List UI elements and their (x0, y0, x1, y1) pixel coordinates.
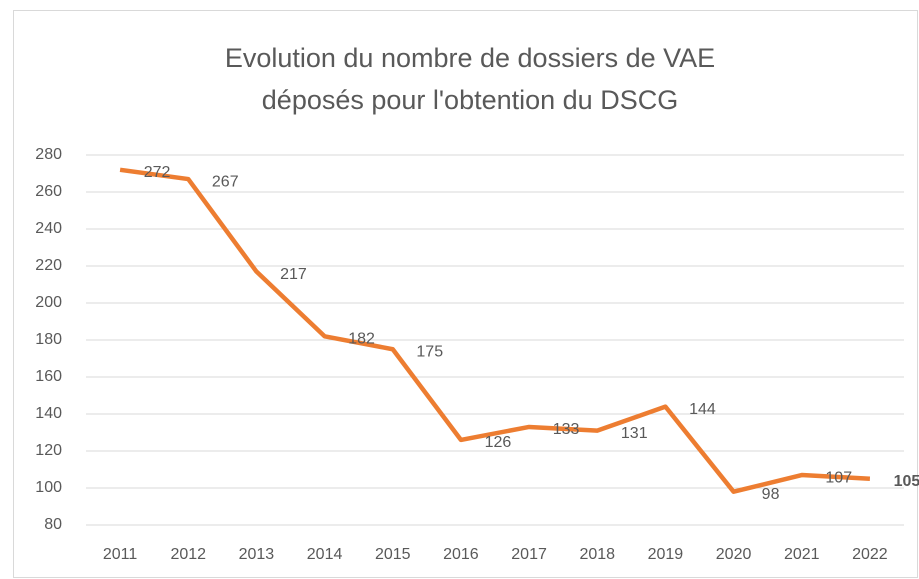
data-label: 182 (348, 331, 375, 348)
data-label: 133 (553, 421, 580, 438)
x-tick-label: 2012 (170, 546, 206, 563)
y-tick-label: 280 (35, 146, 62, 163)
line-series (119, 167, 871, 494)
y-tick-label: 160 (35, 368, 62, 385)
data-label: 105 (894, 473, 919, 490)
x-tick-label: 2019 (648, 546, 684, 563)
y-tick-label: 80 (44, 516, 62, 533)
y-tick-label: 260 (35, 183, 62, 200)
data-label: 107 (825, 469, 852, 486)
y-tick-label: 140 (35, 405, 62, 422)
data-label: 175 (416, 343, 443, 360)
data-label: 131 (621, 425, 648, 442)
y-tick-label: 120 (35, 442, 62, 459)
x-tick-label: 2021 (784, 546, 820, 563)
x-tick-label: 2011 (103, 546, 138, 563)
x-tick-label: 2013 (239, 546, 275, 563)
y-tick-label: 220 (35, 257, 62, 274)
y-tick-label: 200 (35, 294, 62, 311)
x-tick-label: 2015 (375, 546, 411, 563)
x-tick-label: 2017 (511, 546, 547, 563)
chart-title: Evolution du nombre de dossiers de VAE (225, 43, 715, 73)
data-label: 144 (689, 401, 716, 418)
y-tick-label: 180 (35, 331, 62, 348)
x-tick-label: 2022 (852, 546, 888, 563)
x-tick-label: 2014 (307, 546, 343, 563)
x-tick-label: 2016 (443, 546, 479, 563)
x-tick-label: 2020 (716, 546, 752, 563)
y-tick-label: 100 (35, 479, 62, 496)
data-label: 98 (762, 486, 780, 503)
data-label: 217 (280, 266, 307, 283)
data-label: 267 (212, 173, 239, 190)
data-label: 272 (144, 164, 171, 181)
data-label: 126 (485, 434, 512, 451)
chart-title: déposés pour l'obtention du DSCG (262, 85, 678, 115)
x-tick-label: 2018 (579, 546, 615, 563)
y-tick-label: 240 (35, 220, 62, 237)
